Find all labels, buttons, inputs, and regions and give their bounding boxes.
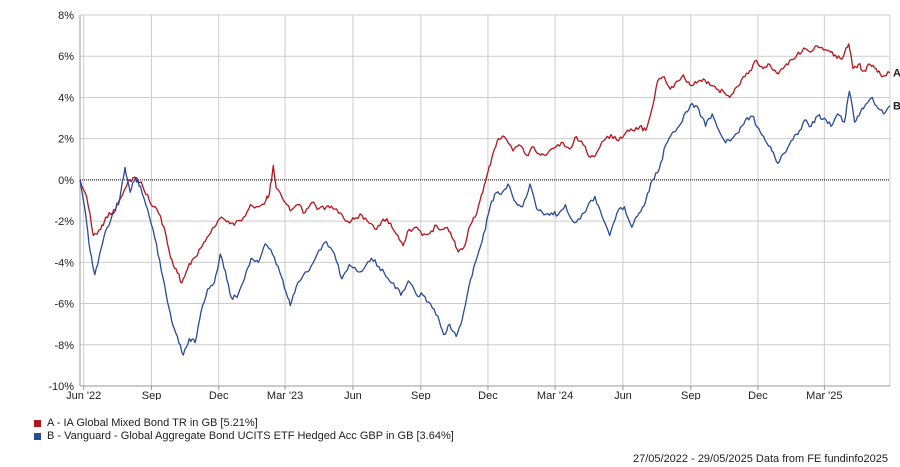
legend-item-a: A - IA Global Mixed Bond TR in GB [5.21%… xyxy=(34,417,454,430)
x-tick-label: Mar '23 xyxy=(267,390,303,400)
x-tick-label: Sep xyxy=(681,390,701,400)
series-end-label-a: A xyxy=(893,68,900,80)
series-lines xyxy=(79,43,891,356)
y-tick-label: 6% xyxy=(58,51,74,63)
y-tick-label: -6% xyxy=(54,299,74,311)
x-tick-label: Sep xyxy=(142,390,162,400)
x-tick-label: Sep xyxy=(411,390,431,400)
y-tick-label: -4% xyxy=(54,257,74,269)
x-tick-label: Dec xyxy=(478,390,498,400)
legend: A - IA Global Mixed Bond TR in GB [5.21%… xyxy=(34,417,454,443)
x-tick-label: Mar '24 xyxy=(537,390,573,400)
axes xyxy=(79,14,891,390)
y-tick-label: -2% xyxy=(54,216,74,228)
y-tick-label: 0% xyxy=(58,175,74,187)
x-tick-label: Jun '22 xyxy=(66,390,101,400)
x-tick-label: Dec xyxy=(209,390,229,400)
y-tick-label: -8% xyxy=(54,340,74,352)
tick-labels: -10% -8% -6% -4% -2% 0% 2% 4% 6% 8% Jun '22 Sep Dec M… xyxy=(48,10,900,400)
line-chart: -10% -8% -6% -4% -2% 0% 2% 4% 6% 8% Jun '22 Sep Dec M… xyxy=(48,10,900,400)
series-line-a xyxy=(79,43,891,284)
y-tick-label: -10% xyxy=(48,381,74,393)
y-tick-label: 8% xyxy=(58,10,74,22)
x-tick-label: Dec xyxy=(748,390,768,400)
series-line-b xyxy=(79,90,891,356)
series-end-label-b: B xyxy=(893,101,900,113)
legend-label-a: A - IA Global Mixed Bond TR in GB [5.21%… xyxy=(47,417,258,429)
legend-item-b: B - Vanguard - Global Aggregate Bond UCI… xyxy=(34,430,454,443)
x-tick-label: Jun xyxy=(344,390,362,400)
grid-lines xyxy=(80,14,890,387)
legend-swatch-b xyxy=(34,433,41,440)
y-tick-label: 4% xyxy=(58,92,74,104)
y-tick-label: 2% xyxy=(58,134,74,146)
x-tick-label: Jun xyxy=(614,390,632,400)
source-footer: 27/05/2022 - 29/05/2025 Data from FE fun… xyxy=(632,453,888,465)
x-tick-label: Mar '25 xyxy=(806,390,842,400)
legend-swatch-a xyxy=(34,420,41,427)
legend-label-b: B - Vanguard - Global Aggregate Bond UCI… xyxy=(47,430,454,442)
